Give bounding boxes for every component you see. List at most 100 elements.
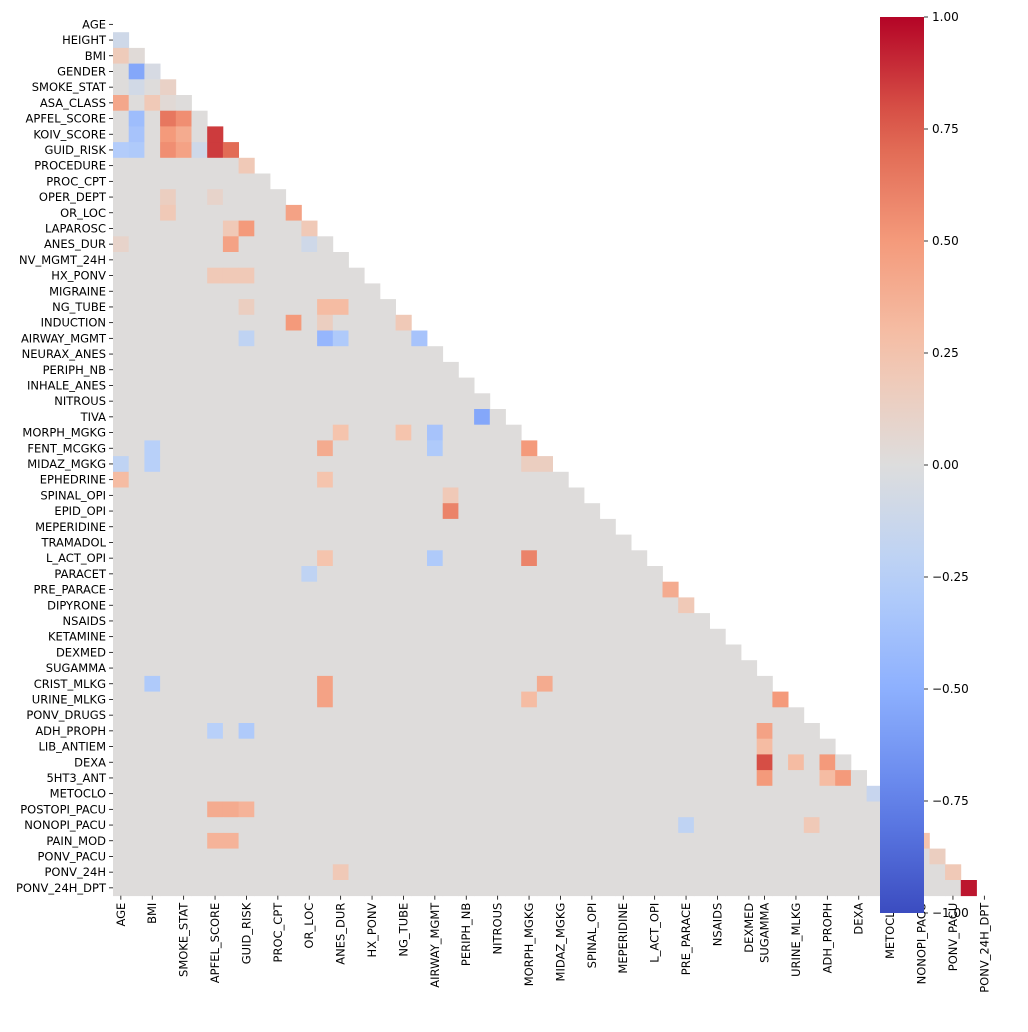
heatmap-cell-PONV_24H-HEIGHT bbox=[128, 864, 145, 881]
heatmap-cell-PARACET-ASA_CLASS bbox=[191, 566, 208, 583]
heatmap-cell-MORPH_MGKG-GUID_RISK bbox=[238, 424, 255, 441]
heatmap-cell-AIRWAY_MGMT-GENDER bbox=[160, 330, 177, 347]
heatmap-cell-ADH_PROPH-NSAIDS bbox=[709, 723, 726, 740]
y-tick-label: DIPYRONE bbox=[47, 598, 106, 612]
heatmap-cell-LIB_ANTIEM-KETAMINE bbox=[725, 738, 742, 755]
heatmap-cell-PERIPH_NB-ASA_CLASS bbox=[191, 361, 208, 378]
heatmap-cell-ADH_PROPH-PARACET bbox=[662, 723, 679, 740]
heatmap-cell-METOCLO-ASA_CLASS bbox=[191, 785, 208, 802]
heatmap-cell-URINE_MLKG-SUGAMMA bbox=[756, 691, 773, 708]
heatmap-cell-L_ACT_OPI-ANES_DUR bbox=[332, 550, 349, 567]
x-tick-label: PONV_PACU bbox=[946, 903, 960, 972]
heatmap-cell-PONV_DRUGS-NEURAX_ANES bbox=[442, 707, 459, 724]
heatmap-cell-NG_TUBE-ANES_DUR bbox=[332, 299, 349, 316]
heatmap-cell-NV_MGMT_24H-ANES_DUR bbox=[332, 252, 349, 269]
heatmap-cell-SUGAMMA-PARACET bbox=[662, 660, 679, 677]
heatmap-cell-TRAMADOL-MEPERIDINE bbox=[615, 534, 632, 551]
heatmap-cell-DIPYRONE-INDUCTION bbox=[411, 597, 428, 614]
heatmap-cell-ADH_PROPH-TRAMADOL bbox=[631, 723, 648, 740]
heatmap-cell-TRAMADOL-HX_PONV bbox=[364, 534, 381, 551]
heatmap-cell-DEXA-L_ACT_OPI bbox=[646, 754, 663, 771]
heatmap-cell-NSAIDS-MEPERIDINE bbox=[615, 613, 632, 630]
heatmap-cell-ADH_PROPH-PRE_PARACE bbox=[678, 723, 695, 740]
heatmap-cell-GENDER-AGE bbox=[113, 63, 130, 80]
heatmap-cell-OR_LOC-GUID_RISK bbox=[238, 204, 255, 221]
y-tick-label: L_ACT_OPI bbox=[46, 551, 106, 565]
heatmap-cell-FENT_MCGKG-LAPAROSC bbox=[317, 440, 334, 457]
heatmap-cell-PONV_PACU-PERIPH_NB bbox=[458, 848, 475, 865]
heatmap-cell-NG_TUBE-PROC_CPT bbox=[270, 299, 287, 316]
heatmap-cell-SUGAMMA-DEXMED bbox=[741, 660, 758, 677]
heatmap-cell-INHALE_ANES-GUID_RISK bbox=[238, 377, 255, 394]
heatmap-cell-5HT3_ANT-TRAMADOL bbox=[631, 770, 648, 787]
heatmap-cell-ANES_DUR-KOIV_SCORE bbox=[222, 236, 239, 253]
heatmap-cell-LIB_ANTIEM-LAPAROSC bbox=[317, 738, 334, 755]
heatmap-cell-METOCLO-OR_LOC bbox=[301, 785, 318, 802]
heatmap-cell-LAPAROSC-AGE bbox=[113, 220, 130, 237]
heatmap-cell-ANES_DUR-APFEL_SCORE bbox=[207, 236, 224, 253]
heatmap-cell-NSAIDS-L_ACT_OPI bbox=[646, 613, 663, 630]
heatmap-cell-PONV_24H-URINE_MLKG bbox=[788, 864, 805, 881]
heatmap-cell-FENT_MCGKG-GUID_RISK bbox=[238, 440, 255, 457]
heatmap-cell-APFEL_SCORE-AGE bbox=[113, 110, 130, 127]
heatmap-cell-PONV_24H-ASA_CLASS bbox=[191, 864, 208, 881]
heatmap-cell-PAIN_MOD-BMI bbox=[144, 832, 161, 849]
heatmap-cell-L_ACT_OPI-KOIV_SCORE bbox=[222, 550, 239, 567]
heatmap-cell-PRE_PARACE-INHALE_ANES bbox=[474, 581, 491, 598]
heatmap-cell-PONV_PACU-TRAMADOL bbox=[631, 848, 648, 865]
heatmap-cell-SUGAMMA-SPINAL_OPI bbox=[584, 660, 601, 677]
heatmap-cell-PAIN_MOD-URINE_MLKG bbox=[788, 832, 805, 849]
heatmap-cell-NSAIDS-NITROUS bbox=[489, 613, 506, 630]
heatmap-cell-NG_TUBE-APFEL_SCORE bbox=[207, 299, 224, 316]
heatmap-cell-AIRWAY_MGMT-BMI bbox=[144, 330, 161, 347]
heatmap-cell-DEXA-TRAMADOL bbox=[631, 754, 648, 771]
heatmap-cell-URINE_MLKG-EPHEDRINE bbox=[568, 691, 585, 708]
heatmap-cell-PAIN_MOD-NITROUS bbox=[489, 832, 506, 849]
heatmap-cell-L_ACT_OPI-PROC_CPT bbox=[270, 550, 287, 567]
heatmap-cell-FENT_MCGKG-BMI bbox=[144, 440, 161, 457]
heatmap-cell-NG_TUBE-OR_LOC bbox=[301, 299, 318, 316]
heatmap-cell-PRE_PARACE-MEPERIDINE bbox=[615, 581, 632, 598]
heatmap-cell-CRIST_MLKG-EPHEDRINE bbox=[568, 675, 585, 692]
heatmap-cell-LAPAROSC-GENDER bbox=[160, 220, 177, 237]
heatmap-cell-POSTOPI_PACU-DIPYRONE bbox=[693, 801, 710, 818]
heatmap-cell-METOCLO-OPER_DEPT bbox=[285, 785, 302, 802]
heatmap-cell-EPID_OPI-HX_PONV bbox=[364, 503, 381, 520]
heatmap-cell-METOCLO-SMOKE_STAT bbox=[175, 785, 192, 802]
heatmap-cell-PARACET-MEPERIDINE bbox=[615, 566, 632, 583]
heatmap-cell-DEXA-SMOKE_STAT bbox=[175, 754, 192, 771]
heatmap-cell-MEPERIDINE-MIDAZ_MGKG bbox=[552, 518, 569, 535]
x-tick-label: AIRWAY_MGMT bbox=[428, 902, 442, 988]
heatmap-cell-CRIST_MLKG-KOIV_SCORE bbox=[222, 675, 239, 692]
heatmap-cell-L_ACT_OPI-OPER_DEPT bbox=[285, 550, 302, 567]
heatmap-cell-PONV_PACU-PONV_DRUGS bbox=[803, 848, 820, 865]
heatmap-cell-5HT3_ANT-OPER_DEPT bbox=[285, 770, 302, 787]
heatmap-cell-PARACET-GUID_RISK bbox=[238, 566, 255, 583]
heatmap-cell-DEXA-BMI bbox=[144, 754, 161, 771]
heatmap-cell-TIVA-PROCEDURE bbox=[254, 409, 271, 426]
heatmap-cell-POSTOPI_PACU-TRAMADOL bbox=[631, 801, 648, 818]
heatmap-cell-MEPERIDINE-SMOKE_STAT bbox=[175, 518, 192, 535]
heatmap-cell-URINE_MLKG-HEIGHT bbox=[128, 691, 145, 708]
heatmap-cell-PONV_DRUGS-HX_PONV bbox=[364, 707, 381, 724]
heatmap-cell-L_ACT_OPI-FENT_MCGKG bbox=[536, 550, 553, 567]
heatmap-cell-PONV_DRUGS-TIVA bbox=[505, 707, 522, 724]
heatmap-cell-METOCLO-NSAIDS bbox=[709, 785, 726, 802]
heatmap-cell-MEPERIDINE-OR_LOC bbox=[301, 518, 318, 535]
heatmap-cell-PONV_24H_DPT-AIRWAY_MGMT bbox=[427, 880, 444, 897]
x-tick-label: NG_TUBE bbox=[396, 903, 410, 957]
heatmap-cell-L_ACT_OPI-LAPAROSC bbox=[317, 550, 334, 567]
heatmap-cell-NSAIDS-GUID_RISK bbox=[238, 613, 255, 630]
heatmap-cell-POSTOPI_PACU-INDUCTION bbox=[411, 801, 428, 818]
heatmap-cell-MEPERIDINE-NEURAX_ANES bbox=[442, 518, 459, 535]
heatmap-cell-NSAIDS-SMOKE_STAT bbox=[175, 613, 192, 630]
heatmap-cell-LIB_ANTIEM-FENT_MCGKG bbox=[536, 738, 553, 755]
heatmap-cell-INHALE_ANES-OPER_DEPT bbox=[285, 377, 302, 394]
heatmap-cell-DEXMED-SMOKE_STAT bbox=[175, 644, 192, 661]
heatmap-cell-MEPERIDINE-APFEL_SCORE bbox=[207, 518, 224, 535]
heatmap-cell-ADH_PROPH-AGE bbox=[113, 723, 130, 740]
heatmap-cell-OR_LOC-BMI bbox=[144, 204, 161, 221]
heatmap-cell-MEPERIDINE-AGE bbox=[113, 518, 130, 535]
y-tick-label: MORPH_MGKG bbox=[22, 426, 106, 440]
heatmap-cell-INDUCTION-BMI bbox=[144, 314, 161, 331]
